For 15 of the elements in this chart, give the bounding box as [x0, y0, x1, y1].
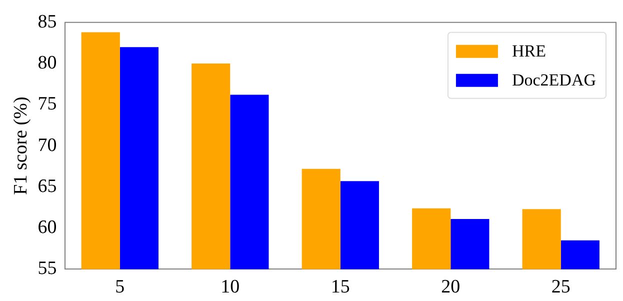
y-axis-title: F1 score (%) [10, 96, 32, 195]
legend-label: Doc2EDAG [512, 70, 596, 90]
y-tick-label: 60 [38, 217, 57, 238]
y-tick-label: 70 [38, 134, 57, 156]
y-tick-label: 75 [38, 94, 57, 115]
x-tick-label: 10 [220, 276, 240, 298]
x-tick-label: 15 [330, 276, 350, 298]
y-tick-label: 55 [38, 258, 57, 280]
x-tick-label: 25 [551, 276, 570, 298]
y-tick-label: 65 [38, 176, 57, 197]
y-tick-label: 80 [38, 52, 57, 74]
x-tick-label: 20 [441, 276, 460, 298]
y-tick-label: 85 [38, 11, 57, 32]
legend-label: HRE [512, 41, 546, 60]
x-tick-label: 5 [115, 276, 125, 298]
